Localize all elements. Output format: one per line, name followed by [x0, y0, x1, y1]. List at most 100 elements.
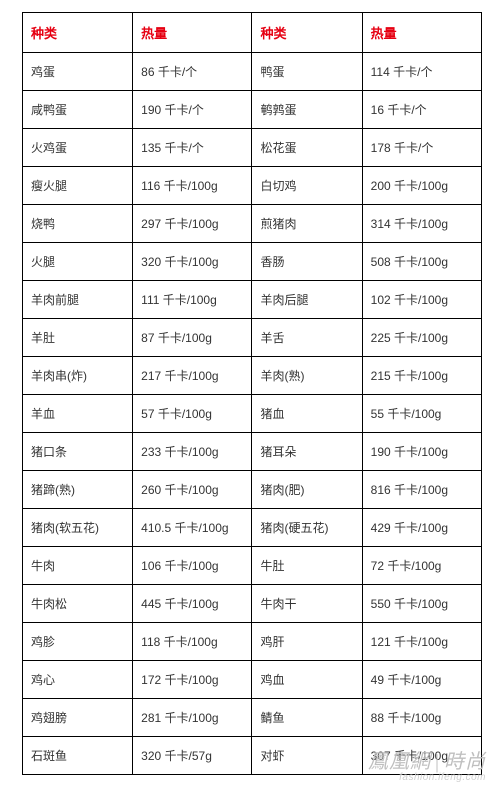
cell: 410.5 千卡/100g: [133, 509, 252, 547]
cell: 鹌鹑蛋: [252, 91, 362, 129]
cell: 牛肉松: [23, 585, 133, 623]
cell: 16 千卡/个: [362, 91, 481, 129]
calorie-table-container: 种类热量种类热量 鸡蛋86 千卡/个鸭蛋114 千卡/个咸鸭蛋190 千卡/个鹌…: [0, 0, 500, 775]
table-row: 烧鸭297 千卡/100g煎猪肉314 千卡/100g: [23, 205, 482, 243]
cell: 松花蛋: [252, 129, 362, 167]
cell: 猪肉(软五花): [23, 509, 133, 547]
table-row: 火鸡蛋135 千卡/个松花蛋178 千卡/个: [23, 129, 482, 167]
cell: 烧鸭: [23, 205, 133, 243]
cell: 233 千卡/100g: [133, 433, 252, 471]
cell: 172 千卡/100g: [133, 661, 252, 699]
cell: 猪耳朵: [252, 433, 362, 471]
cell: 羊肉后腿: [252, 281, 362, 319]
cell: 445 千卡/100g: [133, 585, 252, 623]
cell: 508 千卡/100g: [362, 243, 481, 281]
cell: 猪口条: [23, 433, 133, 471]
cell: 49 千卡/100g: [362, 661, 481, 699]
cell: 429 千卡/100g: [362, 509, 481, 547]
cell: 鸡肝: [252, 623, 362, 661]
cell: 对虾: [252, 737, 362, 775]
cell: 816 千卡/100g: [362, 471, 481, 509]
cell: 猪肉(硬五花): [252, 509, 362, 547]
cell: 215 千卡/100g: [362, 357, 481, 395]
cell: 88 千卡/100g: [362, 699, 481, 737]
table-row: 牛肉106 千卡/100g牛肚72 千卡/100g: [23, 547, 482, 585]
cell: 羊肉(熟): [252, 357, 362, 395]
cell: 火腿: [23, 243, 133, 281]
table-body: 鸡蛋86 千卡/个鸭蛋114 千卡/个咸鸭蛋190 千卡/个鹌鹑蛋16 千卡/个…: [23, 53, 482, 775]
table-row: 羊肉前腿111 千卡/100g羊肉后腿102 千卡/100g: [23, 281, 482, 319]
cell: 118 千卡/100g: [133, 623, 252, 661]
cell: 320 千卡/57g: [133, 737, 252, 775]
cell: 217 千卡/100g: [133, 357, 252, 395]
cell: 55 千卡/100g: [362, 395, 481, 433]
table-row: 鸡蛋86 千卡/个鸭蛋114 千卡/个: [23, 53, 482, 91]
cell: 鸡胗: [23, 623, 133, 661]
cell: 牛肉干: [252, 585, 362, 623]
cell: 香肠: [252, 243, 362, 281]
cell: 白切鸡: [252, 167, 362, 205]
cell: 178 千卡/个: [362, 129, 481, 167]
cell: 牛肉: [23, 547, 133, 585]
cell: 135 千卡/个: [133, 129, 252, 167]
cell: 281 千卡/100g: [133, 699, 252, 737]
cell: 550 千卡/100g: [362, 585, 481, 623]
cell: 羊血: [23, 395, 133, 433]
cell: 87 千卡/100g: [133, 319, 252, 357]
cell: 314 千卡/100g: [362, 205, 481, 243]
table-row: 鸡翅膀281 千卡/100g鲭鱼88 千卡/100g: [23, 699, 482, 737]
cell: 咸鸭蛋: [23, 91, 133, 129]
cell: 石斑鱼: [23, 737, 133, 775]
cell: 260 千卡/100g: [133, 471, 252, 509]
table-row: 火腿320 千卡/100g香肠508 千卡/100g: [23, 243, 482, 281]
cell: 121 千卡/100g: [362, 623, 481, 661]
table-row: 鸡胗118 千卡/100g鸡肝121 千卡/100g: [23, 623, 482, 661]
cell: 102 千卡/100g: [362, 281, 481, 319]
cell: 307 千卡/100g: [362, 737, 481, 775]
table-header: 种类热量种类热量: [23, 13, 482, 53]
table-row: 咸鸭蛋190 千卡/个鹌鹑蛋16 千卡/个: [23, 91, 482, 129]
cell: 320 千卡/100g: [133, 243, 252, 281]
cell: 羊肉前腿: [23, 281, 133, 319]
cell: 72 千卡/100g: [362, 547, 481, 585]
cell: 火鸡蛋: [23, 129, 133, 167]
col-header-0: 种类: [23, 13, 133, 53]
cell: 鸡翅膀: [23, 699, 133, 737]
cell: 200 千卡/100g: [362, 167, 481, 205]
cell: 猪血: [252, 395, 362, 433]
cell: 57 千卡/100g: [133, 395, 252, 433]
table-row: 牛肉松445 千卡/100g牛肉干550 千卡/100g: [23, 585, 482, 623]
table-row: 羊血57 千卡/100g猪血55 千卡/100g: [23, 395, 482, 433]
cell: 猪肉(肥): [252, 471, 362, 509]
table-row: 羊肉串(炸)217 千卡/100g羊肉(熟)215 千卡/100g: [23, 357, 482, 395]
cell: 111 千卡/100g: [133, 281, 252, 319]
cell: 190 千卡/100g: [362, 433, 481, 471]
table-row: 猪蹄(熟)260 千卡/100g猪肉(肥)816 千卡/100g: [23, 471, 482, 509]
cell: 106 千卡/100g: [133, 547, 252, 585]
col-header-2: 种类: [252, 13, 362, 53]
cell: 鸡心: [23, 661, 133, 699]
cell: 鸡血: [252, 661, 362, 699]
col-header-3: 热量: [362, 13, 481, 53]
table-row: 猪肉(软五花)410.5 千卡/100g猪肉(硬五花)429 千卡/100g: [23, 509, 482, 547]
cell: 羊肉串(炸): [23, 357, 133, 395]
table-row: 鸡心172 千卡/100g鸡血49 千卡/100g: [23, 661, 482, 699]
cell: 羊肚: [23, 319, 133, 357]
table-row: 猪口条233 千卡/100g猪耳朵190 千卡/100g: [23, 433, 482, 471]
cell: 瘦火腿: [23, 167, 133, 205]
cell: 羊舌: [252, 319, 362, 357]
cell: 鸭蛋: [252, 53, 362, 91]
cell: 114 千卡/个: [362, 53, 481, 91]
cell: 86 千卡/个: [133, 53, 252, 91]
cell: 猪蹄(熟): [23, 471, 133, 509]
cell: 116 千卡/100g: [133, 167, 252, 205]
calorie-table: 种类热量种类热量 鸡蛋86 千卡/个鸭蛋114 千卡/个咸鸭蛋190 千卡/个鹌…: [22, 12, 482, 775]
cell: 鸡蛋: [23, 53, 133, 91]
cell: 297 千卡/100g: [133, 205, 252, 243]
cell: 225 千卡/100g: [362, 319, 481, 357]
table-row: 羊肚87 千卡/100g羊舌225 千卡/100g: [23, 319, 482, 357]
table-row: 石斑鱼320 千卡/57g对虾307 千卡/100g: [23, 737, 482, 775]
cell: 190 千卡/个: [133, 91, 252, 129]
cell: 鲭鱼: [252, 699, 362, 737]
col-header-1: 热量: [133, 13, 252, 53]
